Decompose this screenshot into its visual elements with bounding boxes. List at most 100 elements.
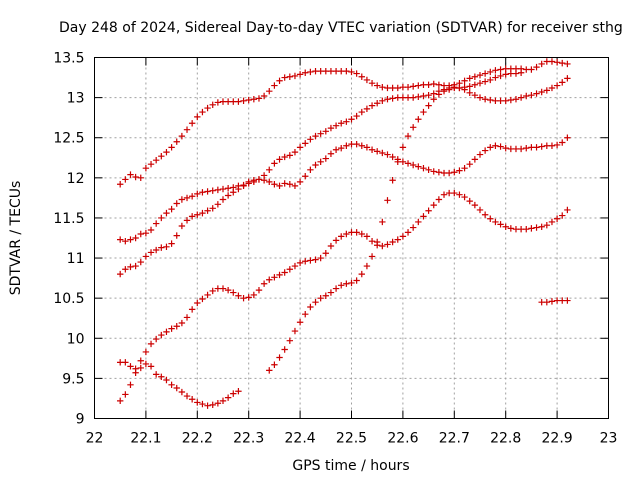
data-point — [564, 134, 571, 141]
data-point — [286, 337, 294, 344]
data-point — [271, 82, 278, 89]
data-point — [271, 181, 278, 188]
data-point — [281, 269, 288, 276]
data-point — [430, 201, 437, 209]
data-point — [296, 319, 304, 326]
data-point — [415, 93, 422, 101]
x-axis-title: GPS time / hours — [292, 458, 409, 474]
data-point — [435, 81, 443, 88]
data-point — [204, 188, 211, 195]
data-point — [178, 388, 186, 396]
data-point — [374, 82, 381, 89]
data-point — [194, 211, 201, 218]
data-point — [188, 213, 196, 220]
data-point — [409, 161, 417, 169]
data-point — [384, 151, 391, 158]
data-point — [368, 253, 376, 260]
data-point — [260, 280, 268, 287]
data-point — [440, 191, 448, 198]
data-point — [245, 294, 252, 301]
data-point — [363, 144, 371, 151]
data-point — [168, 325, 175, 332]
data-point — [548, 298, 556, 305]
data-point — [487, 76, 494, 84]
data-point — [456, 167, 463, 174]
data-point — [327, 150, 335, 157]
data-point — [358, 142, 365, 149]
data-point — [348, 279, 355, 287]
data-point — [286, 181, 294, 188]
data-point — [338, 233, 345, 240]
data-point — [307, 303, 314, 311]
data-point — [440, 87, 448, 95]
data-point — [466, 197, 473, 205]
data-point — [132, 262, 139, 270]
data-point — [404, 160, 412, 167]
data-point — [188, 396, 196, 403]
data-point — [445, 169, 453, 177]
data-point — [517, 145, 525, 153]
data-point — [250, 96, 258, 103]
data-point — [291, 72, 299, 80]
data-point — [409, 124, 417, 131]
data-point — [322, 155, 329, 162]
data-point — [538, 60, 545, 68]
data-point — [260, 172, 268, 179]
data-point — [152, 371, 160, 378]
data-point — [507, 96, 515, 104]
data-point — [389, 95, 396, 102]
data-point — [158, 244, 165, 251]
data-point — [564, 60, 571, 68]
data-point — [533, 90, 540, 97]
data-point — [487, 215, 494, 222]
data-point — [312, 256, 319, 263]
data-point — [543, 87, 551, 94]
data-point — [219, 196, 227, 203]
data-point — [296, 71, 304, 78]
data-point — [394, 84, 401, 92]
data-point — [564, 297, 571, 304]
data-point — [307, 136, 314, 143]
data-point — [471, 81, 479, 88]
data-point — [332, 237, 340, 244]
data-point — [497, 66, 504, 73]
data-point — [389, 177, 396, 184]
data-point — [368, 79, 376, 87]
data-series-7 — [538, 297, 571, 306]
y-tick-label: 9.5 — [62, 371, 84, 387]
data-point — [173, 232, 180, 239]
data-point — [481, 96, 489, 103]
data-point — [317, 158, 324, 165]
data-point — [117, 270, 124, 278]
data-point — [559, 212, 566, 219]
data-point — [209, 287, 216, 295]
data-point — [188, 120, 196, 127]
data-point — [538, 143, 545, 150]
data-point — [199, 189, 206, 196]
data-point — [152, 156, 160, 164]
data-point — [178, 132, 186, 140]
data-point — [204, 291, 211, 299]
data-point — [538, 88, 545, 96]
data-point — [476, 94, 484, 101]
data-point — [394, 236, 401, 243]
data-point — [173, 200, 180, 207]
data-point — [379, 97, 386, 105]
data-point — [379, 218, 386, 226]
data-point — [224, 192, 232, 199]
data-point — [132, 173, 139, 181]
data-point — [322, 128, 329, 135]
data-point — [389, 153, 396, 161]
data-point — [374, 238, 381, 246]
data-point — [271, 274, 278, 281]
data-point — [415, 82, 422, 89]
data-point — [266, 367, 273, 374]
data-point — [363, 233, 371, 240]
data-series-2 — [117, 189, 571, 405]
data-point — [415, 116, 422, 123]
y-tick-label: 13.5 — [53, 51, 84, 67]
data-point — [183, 314, 191, 321]
data-point — [307, 166, 314, 174]
data-point — [199, 108, 206, 116]
data-point — [374, 148, 381, 155]
